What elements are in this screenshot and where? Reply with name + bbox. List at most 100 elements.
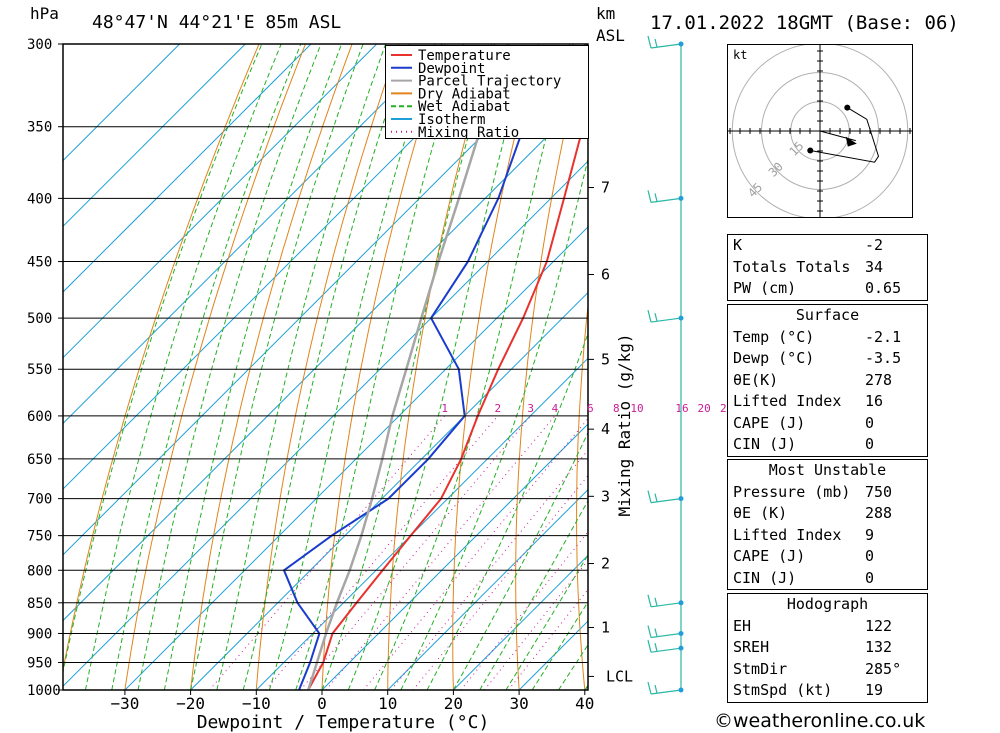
pressure-tick-label: 850 xyxy=(27,596,52,612)
wet-adiabat-line xyxy=(400,156,588,690)
mixing-ratio-line xyxy=(390,449,588,690)
pressure-tick-label: 500 xyxy=(27,311,52,327)
x-axis-label: Dewpoint / Temperature (°C) xyxy=(197,712,490,733)
table-row: PW (cm) 0.65 xyxy=(728,278,927,300)
mixing-ratio-line xyxy=(325,415,556,690)
table-row: StmDir 285° xyxy=(728,659,927,681)
table-row: Totals Totals 34 xyxy=(728,257,927,279)
mixing-ratio-axis-label: Mixing Ratio (g/kg) xyxy=(615,333,634,516)
mixing-ratio-label: 16 xyxy=(675,402,688,415)
x-tick-label: −30 xyxy=(110,694,139,713)
table-row: EH 122 xyxy=(728,616,927,638)
mixing-ratio-label: 6 xyxy=(587,402,594,415)
wet-adiabat-line xyxy=(347,44,531,690)
legend-entry: Dry Adiabat xyxy=(418,86,511,102)
km-label: km xyxy=(596,4,616,23)
row-label: CAPE (J) xyxy=(733,413,806,432)
table-row: θE (K) 288 xyxy=(728,503,927,525)
datetime-title: 17.01.2022 18GMT (Base: 06) xyxy=(650,12,959,34)
row-value: 122 xyxy=(865,616,893,635)
series-temperature xyxy=(307,110,588,690)
location-title: 48°47'N 44°21'E 85m ASL xyxy=(92,12,342,33)
hodograph-unit-label: kt xyxy=(733,48,747,62)
isotherm-line xyxy=(255,357,588,690)
pressure-tick-label: 750 xyxy=(27,529,52,545)
dry-adiabat-line xyxy=(124,44,306,690)
legend: Temperature Dewpoint Parcel Trajectory Dry … xyxy=(385,45,589,141)
hodograph-point xyxy=(807,147,814,154)
row-value: 0.65 xyxy=(865,279,902,297)
row-label: Pressure (mb) xyxy=(733,482,851,501)
row-label: Lifted Index xyxy=(733,392,842,410)
table-row: θE(K) 278 xyxy=(728,370,927,392)
table-row: CIN (J) 0 xyxy=(728,568,927,590)
wet-adiabat-line xyxy=(85,44,282,690)
x-tick-label: 30 xyxy=(509,694,528,713)
surface-table: Surface Temp (°C) -2.1 Dewp (°C) -3.5 θE(K) 2… xyxy=(727,304,928,457)
surface-title: Surface xyxy=(795,306,860,324)
wind-barb xyxy=(647,681,684,695)
asl-label: ASL xyxy=(596,26,625,45)
wind-barb xyxy=(647,490,684,504)
km-tick-label: 3 xyxy=(601,487,610,505)
row-value: 0 xyxy=(865,413,875,432)
pressure-tick-label: 450 xyxy=(27,255,52,271)
km-tick-label: 6 xyxy=(601,266,610,284)
row-label: CAPE (J) xyxy=(733,547,806,565)
row-value: 278 xyxy=(865,370,893,389)
row-label: Lifted Index xyxy=(733,525,842,544)
row-label: PW (cm) xyxy=(733,279,797,297)
wet-adiabat-line xyxy=(190,44,364,690)
x-tick-label: −20 xyxy=(176,694,205,713)
isotherm-line xyxy=(190,291,588,690)
hodograph-point xyxy=(844,104,851,111)
row-value: 285° xyxy=(865,659,902,678)
isotherm-line xyxy=(63,44,443,425)
row-value: 34 xyxy=(865,257,884,276)
legend-entry: Mixing Ratio xyxy=(418,125,519,138)
legend-entry: Dewpoint xyxy=(418,61,485,77)
storm-motion-arrow xyxy=(819,130,856,142)
row-value: 0 xyxy=(865,568,875,587)
row-value: 19 xyxy=(865,681,884,699)
km-tick-label: 5 xyxy=(601,350,610,368)
mixing-ratio-label: 8 xyxy=(613,402,620,415)
isotherm-line xyxy=(63,94,588,622)
mixing-ratio-label: 20 xyxy=(698,402,711,415)
row-value: 750 xyxy=(865,482,893,501)
isotherm-line xyxy=(63,160,588,687)
table-row: SREH 132 xyxy=(728,637,927,659)
wind-barb xyxy=(647,594,684,608)
wet-adiabat-line xyxy=(452,431,588,690)
row-label: θE (K) xyxy=(733,504,788,522)
x-tick-label: 40 xyxy=(575,694,594,713)
dry-adiabat-line xyxy=(255,44,400,690)
indices-table: K -2 Totals Totals 34 PW (cm) 0.65 xyxy=(727,234,928,301)
dry-adiabat-line xyxy=(63,44,260,673)
x-tick-label: 10 xyxy=(378,694,397,713)
hodograph-title: Hodograph xyxy=(786,595,869,613)
table-row: Pressure (mb) 750 xyxy=(728,482,927,504)
legend-entry: Temperature xyxy=(418,48,511,64)
row-value: 9 xyxy=(865,525,875,544)
row-label: K xyxy=(733,236,743,254)
row-value: 16 xyxy=(865,392,884,410)
row-label: StmSpd (kt) xyxy=(733,681,833,699)
pressure-tick-label: 1000 xyxy=(27,683,61,699)
wet-adiabat-line xyxy=(163,44,343,690)
x-tick-label: 20 xyxy=(444,694,463,713)
isotherm-line xyxy=(63,44,180,162)
hodograph-table: Hodograph EH 122 SREH 132 StmDir 285° StmSpd (… xyxy=(727,593,928,703)
mixing-ratio-label: 2 xyxy=(495,402,502,415)
mixing-ratio-label: 10 xyxy=(630,402,643,415)
dry-adiabat-line xyxy=(693,44,725,690)
dry-adiabat-line xyxy=(636,44,679,690)
mixing-ratio-label: 4 xyxy=(552,402,559,415)
x-tick-label: 0 xyxy=(317,694,327,713)
pressure-tick-label: 400 xyxy=(27,191,52,207)
row-label: CIN (J) xyxy=(733,435,797,453)
hodograph-ring-label: 15 xyxy=(786,139,806,159)
wind-barb xyxy=(647,640,684,653)
table-row: Lifted Index 16 xyxy=(728,391,927,413)
